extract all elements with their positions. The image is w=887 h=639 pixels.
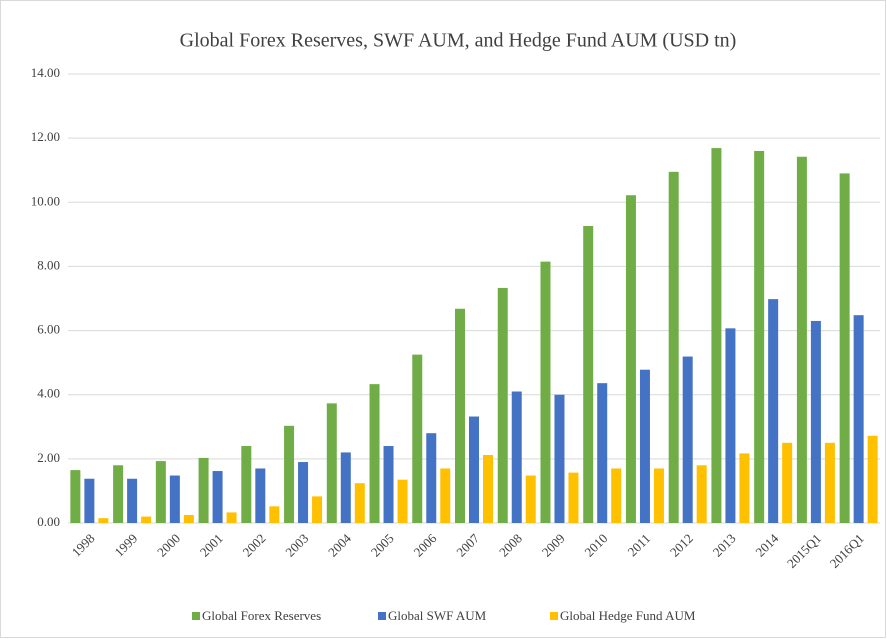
bar bbox=[540, 261, 551, 523]
bar bbox=[298, 462, 309, 523]
bar bbox=[226, 512, 237, 523]
bar bbox=[810, 320, 821, 523]
bar bbox=[639, 369, 650, 523]
bar bbox=[113, 465, 124, 523]
bar bbox=[169, 475, 180, 523]
bar bbox=[483, 455, 493, 523]
bar bbox=[127, 478, 138, 523]
bar bbox=[768, 299, 779, 523]
y-tick-label: 14.00 bbox=[31, 65, 60, 80]
bar bbox=[383, 446, 394, 523]
y-tick-label: 12.00 bbox=[31, 129, 60, 144]
bar bbox=[326, 403, 337, 523]
bar bbox=[98, 518, 109, 523]
legend-swatch bbox=[550, 612, 558, 620]
bar bbox=[354, 483, 365, 523]
legend-label: Global SWF AUM bbox=[388, 608, 487, 623]
bar bbox=[597, 383, 608, 523]
bar bbox=[583, 226, 594, 524]
bar bbox=[269, 506, 280, 523]
bar bbox=[796, 156, 807, 523]
bar bbox=[853, 315, 864, 523]
bar bbox=[183, 514, 194, 523]
bar bbox=[653, 468, 664, 523]
bar bbox=[340, 452, 351, 523]
bar bbox=[782, 442, 793, 523]
bar bbox=[397, 479, 408, 523]
bar bbox=[824, 442, 835, 523]
bar bbox=[554, 394, 565, 523]
bar bbox=[426, 433, 437, 523]
bar bbox=[867, 435, 878, 523]
bar bbox=[312, 496, 323, 523]
bar bbox=[668, 171, 679, 523]
y-tick-label: 6.00 bbox=[37, 322, 60, 337]
bar bbox=[711, 148, 722, 523]
bar bbox=[625, 195, 636, 524]
bar bbox=[84, 478, 95, 523]
bar bbox=[739, 453, 750, 523]
legend-swatch bbox=[378, 612, 386, 620]
bar bbox=[455, 308, 465, 523]
legend-label: Global Forex Reserves bbox=[202, 608, 321, 623]
bar bbox=[469, 416, 479, 523]
bar bbox=[682, 356, 693, 523]
bar bbox=[525, 475, 536, 523]
bar bbox=[497, 287, 508, 523]
y-tick-label: 4.00 bbox=[37, 386, 60, 401]
bar bbox=[212, 471, 223, 523]
bar bbox=[155, 461, 166, 523]
y-tick-label: 8.00 bbox=[37, 257, 60, 272]
bar bbox=[141, 516, 152, 523]
bar bbox=[511, 391, 522, 523]
y-tick-label: 10.00 bbox=[31, 193, 60, 208]
bar bbox=[696, 465, 707, 523]
y-tick-label: 0.00 bbox=[37, 514, 60, 529]
bar bbox=[70, 470, 81, 523]
bar bbox=[241, 446, 252, 523]
y-tick-label: 2.00 bbox=[37, 450, 60, 465]
bar bbox=[369, 384, 380, 523]
bar bbox=[440, 468, 451, 523]
bar bbox=[754, 150, 765, 523]
legend-swatch bbox=[192, 612, 200, 620]
bar bbox=[611, 468, 622, 523]
chart-title: Global Forex Reserves, SWF AUM, and Hedg… bbox=[180, 30, 737, 52]
legend-label: Global Hedge Fund AUM bbox=[560, 608, 696, 623]
bar bbox=[284, 425, 295, 523]
bar bbox=[839, 173, 850, 523]
bar bbox=[412, 354, 423, 523]
bar bbox=[725, 328, 736, 523]
bar bbox=[198, 457, 209, 523]
bar bbox=[568, 472, 579, 523]
bar bbox=[255, 468, 266, 523]
